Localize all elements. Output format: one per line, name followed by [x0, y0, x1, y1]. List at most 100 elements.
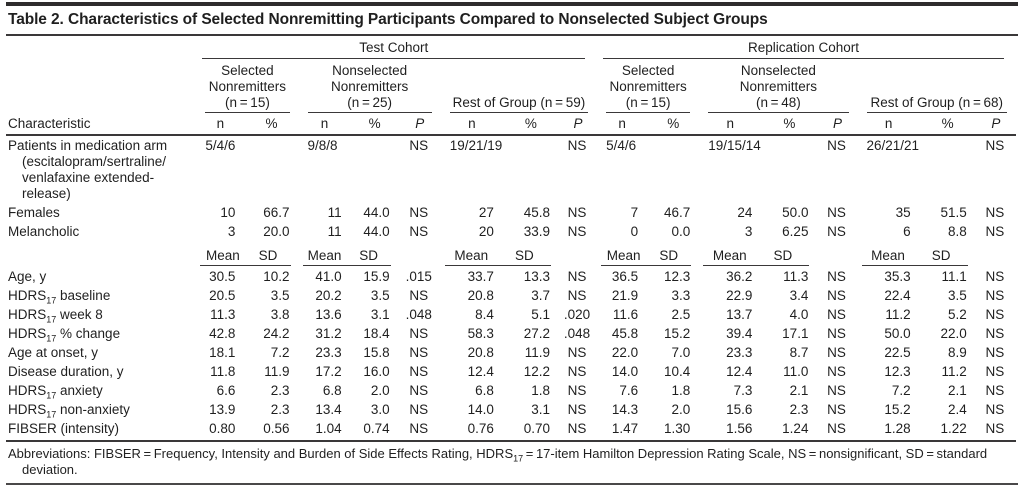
data-cell: NS — [567, 364, 587, 379]
data-cell: 14.0 — [467, 402, 494, 417]
subscript-text: 17 — [46, 295, 57, 306]
data-cell: NS — [827, 307, 846, 322]
data-cell: 1.47 — [597, 419, 648, 442]
data-cell: 14.3 — [611, 402, 639, 417]
data-cell: 1.04 — [298, 419, 351, 442]
data-cell: 8.4 — [475, 307, 494, 322]
data-cell: 3.5 — [370, 288, 390, 303]
sd-label: SD — [359, 248, 379, 263]
data-cell: 16.0 — [363, 364, 390, 379]
data-cell: NS — [409, 204, 429, 220]
data-cell: NS — [567, 288, 587, 303]
mean-sd-pair: Mean SD — [703, 248, 810, 266]
sd-label: SD — [515, 248, 534, 263]
cohort-label: Replication Cohort — [603, 40, 1004, 59]
data-cell: 10.4 — [663, 364, 691, 379]
label-text: HDRS — [8, 326, 47, 341]
data-cell: 11.1 — [941, 269, 967, 284]
data-cell: 22.4 — [884, 288, 911, 303]
data-cell: 7.2 — [891, 383, 911, 398]
data-cell: NS — [827, 326, 846, 341]
empty-cell — [976, 241, 1016, 268]
data-cell: 11.2 — [885, 307, 911, 322]
data-cell: 11 — [327, 223, 342, 239]
table-row: HDRS17 % change 42.8 24.2 31.2 18.4 NS 58.3 27.… — [6, 325, 1016, 344]
data-cell: 5/4/6 — [606, 137, 637, 153]
column-header: % — [244, 113, 299, 136]
label-text: HDRS — [8, 402, 47, 417]
table-row: HDRS17 baseline 20.5 3.5 20.2 3.5 NS 20.8 3.7 NS… — [6, 287, 1016, 306]
sd-label: SD — [773, 248, 793, 263]
data-cell: 1.8 — [671, 383, 691, 398]
data-cell: NS — [985, 288, 1005, 303]
data-cell: 7.3 — [733, 383, 753, 398]
cohort-label: Test Cohort — [202, 40, 586, 59]
data-cell: 7.6 — [619, 383, 639, 398]
subscript-text: 17 — [46, 390, 57, 401]
top-rule — [6, 2, 1018, 6]
group-header: Rest of Group (n = 68) — [858, 59, 1016, 113]
group-label: Rest of Group (n = 59) — [449, 95, 589, 113]
data-cell: 4.0 — [789, 307, 809, 322]
data-cell: 3.5 — [270, 288, 290, 303]
mean-sd-pair: Mean SD — [444, 248, 551, 266]
group-label-line: Nonselected — [332, 63, 408, 78]
data-cell: 12.2 — [523, 364, 550, 379]
data-cell: 1.56 — [699, 419, 762, 442]
group-label-line: Nonremitters — [609, 79, 687, 94]
data-cell: 21.9 — [611, 288, 639, 303]
data-cell: 39.4 — [726, 326, 753, 341]
data-cell: NS — [985, 383, 1005, 398]
data-cell: 2.1 — [789, 383, 809, 398]
data-cell: NS — [827, 204, 846, 220]
cohort-header: Replication Cohort — [597, 36, 1016, 59]
table-row: Melancholic 3 20.0 11 44.0 NS 20 33.9 NS 0 0.0 3 6.2… — [6, 222, 1016, 241]
data-cell: NS — [567, 137, 587, 153]
data-cell: 23.3 — [726, 345, 753, 360]
label-text: anxiety — [56, 383, 103, 398]
data-cell: 46.7 — [663, 204, 691, 220]
data-cell: 6.25 — [782, 223, 809, 239]
data-cell: .048 — [405, 307, 432, 322]
data-cell: NS — [409, 402, 429, 417]
label-text: week 8 — [56, 307, 103, 322]
data-cell: NS — [985, 223, 1005, 239]
data-cell: 1.30 — [647, 419, 700, 442]
data-cell: 26/21/21 — [866, 137, 920, 153]
sd-label: SD — [931, 248, 951, 263]
data-cell: 50.0 — [782, 204, 809, 220]
data-cell: 11.0 — [783, 364, 809, 379]
group-header-row: Selected Nonremitters (n = 15) Nonselected N… — [6, 59, 1016, 113]
data-cell: 2.0 — [671, 402, 691, 417]
subscript-text: 17 — [46, 314, 57, 325]
data-cell: NS — [567, 345, 587, 360]
table-row: Patients in medication arm (escitalopram… — [6, 135, 1016, 203]
data-cell: 2.3 — [270, 402, 290, 417]
data-cell: 15.2 — [884, 402, 911, 417]
data-cell: 27.2 — [523, 326, 550, 341]
label-text: HDRS — [8, 288, 47, 303]
bottom-rule — [6, 483, 1018, 485]
data-cell: 7.2 — [270, 345, 290, 360]
table-body: Patients in medication arm (escitalopram… — [6, 135, 1016, 442]
column-header: n — [196, 113, 245, 136]
table-title: Table 2. Characteristics of Selected Non… — [6, 6, 1018, 36]
mean-label: Mean — [712, 248, 747, 263]
column-header: n — [597, 113, 648, 136]
data-cell: 1.8 — [531, 383, 550, 398]
group-label-line: Selected — [221, 63, 274, 78]
data-cell: 24.2 — [263, 326, 290, 341]
corner-cell — [6, 59, 196, 113]
table-header: Test Cohort Replication Cohort Selected Non… — [6, 36, 1016, 136]
mean-sd-pair: Mean SD — [601, 248, 692, 266]
mean-sd-pair: Mean SD — [861, 248, 968, 266]
data-cell: 11.6 — [612, 307, 639, 322]
group-label: Nonselected Nonremitters (n = 25) — [307, 63, 432, 113]
sd-label: SD — [659, 248, 679, 263]
data-cell: 23.3 — [315, 345, 342, 360]
sd-label: SD — [258, 248, 278, 263]
data-cell: 12.3 — [663, 269, 691, 284]
data-cell: 20.0 — [263, 223, 290, 239]
measure-header: Mean SD — [858, 241, 976, 268]
